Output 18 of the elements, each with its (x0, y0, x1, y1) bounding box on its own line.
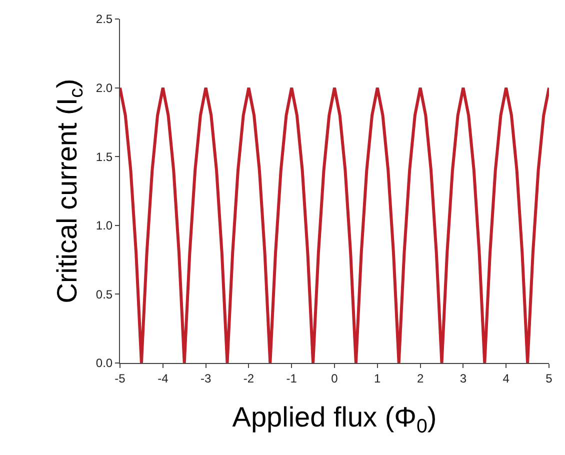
x-tick-label: -1 (286, 371, 298, 386)
x-tick-label: -4 (158, 371, 169, 386)
x-tick-label: 2 (416, 371, 424, 386)
x-tick-label: 3 (460, 371, 467, 386)
x-tick-label: 1 (374, 371, 382, 386)
x-axis-title: Applied flux (Φ$_{0}$) (232, 402, 437, 438)
x-tick-label: 4 (502, 371, 510, 386)
x-tick-label: -3 (200, 371, 212, 386)
x-tick-label: 5 (546, 371, 553, 386)
y-tick-label: 0.0 (96, 356, 113, 370)
x-tick-label: -5 (114, 371, 126, 386)
y-tick-label: 2.0 (96, 81, 113, 95)
y-tick-label: 1.0 (96, 218, 113, 233)
x-tick-label: -2 (243, 371, 254, 386)
y-tick-label: 2.5 (96, 12, 113, 26)
y-tick-label: 1.5 (96, 150, 113, 164)
y-tick-label: 0.5 (96, 287, 113, 302)
x-tick-label: 0 (331, 371, 338, 386)
